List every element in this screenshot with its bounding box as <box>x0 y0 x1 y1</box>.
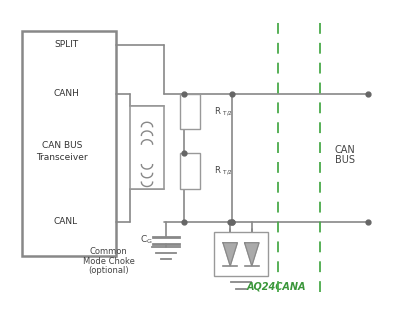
Bar <box>130 106 164 189</box>
Text: C$_{\mathregular{G}}$: C$_{\mathregular{G}}$ <box>140 234 153 246</box>
Text: CANL: CANL <box>54 217 78 226</box>
Bar <box>214 232 268 276</box>
Text: AQ24CANA: AQ24CANA <box>246 281 306 291</box>
Text: Transceiver: Transceiver <box>36 153 88 162</box>
Text: CAN BUS: CAN BUS <box>42 141 82 149</box>
Text: CANH: CANH <box>53 89 79 98</box>
Text: R $_{\mathregular{T/2}}$: R $_{\mathregular{T/2}}$ <box>214 105 233 118</box>
Polygon shape <box>245 243 259 266</box>
Text: Common: Common <box>90 247 128 256</box>
Polygon shape <box>223 243 238 266</box>
Text: CAN: CAN <box>335 145 356 155</box>
Bar <box>180 94 200 129</box>
Text: Mode Choke: Mode Choke <box>83 257 135 266</box>
Text: SPLIT: SPLIT <box>54 40 78 49</box>
Text: R $_{\mathregular{T/2}}$: R $_{\mathregular{T/2}}$ <box>214 164 233 178</box>
Text: BUS: BUS <box>335 155 355 165</box>
Text: (optional): (optional) <box>88 266 129 275</box>
Bar <box>180 153 200 189</box>
Bar <box>22 31 116 256</box>
